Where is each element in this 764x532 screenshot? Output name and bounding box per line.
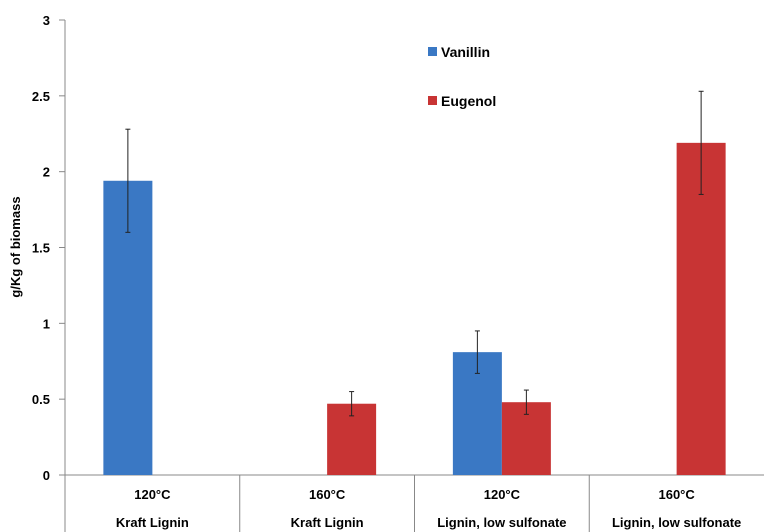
legend-label-vanillin: Vanillin (441, 44, 490, 60)
category-temp-label: 120°C (484, 487, 521, 502)
category-lignin-label: Kraft Lignin (291, 515, 364, 530)
category-lignin-label: Kraft Lignin (116, 515, 189, 530)
bar-eugenol-3 (676, 142, 726, 475)
category-lignin-label: Lignin, low sulfonate (612, 515, 741, 530)
legend-swatch-eugenol (428, 96, 437, 105)
category-temp-label: 160°C (309, 487, 346, 502)
legend-swatch-vanillin (428, 47, 437, 56)
legend-label-eugenol: Eugenol (441, 93, 496, 109)
y-tick-label: 0.5 (32, 392, 50, 407)
y-tick-label: 1 (43, 316, 50, 331)
y-axis-title: g/Kg of biomass (8, 196, 23, 297)
y-tick-label: 3 (43, 13, 50, 28)
y-tick-label: 1.5 (32, 241, 50, 256)
y-tick-label: 2.5 (32, 89, 50, 104)
category-lignin-label: Lignin, low sulfonate (437, 515, 566, 530)
category-temp-label: 120°C (134, 487, 171, 502)
y-tick-label: 0 (43, 468, 50, 483)
y-tick-label: 2 (43, 165, 50, 180)
legend: Vanillin Eugenol (428, 44, 496, 109)
category-temp-label: 160°C (658, 487, 695, 502)
